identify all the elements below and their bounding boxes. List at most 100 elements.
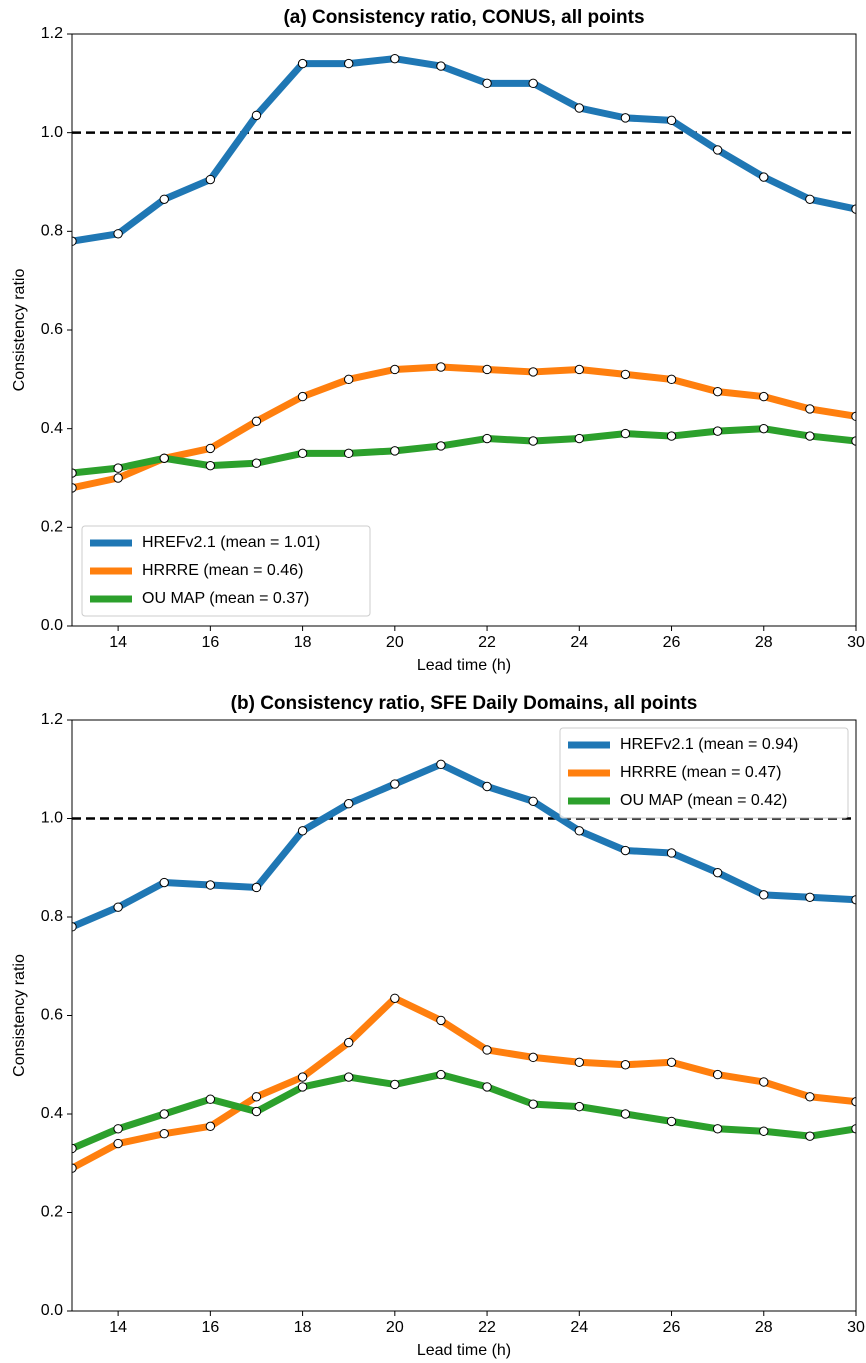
y-tick-label: 0.4 <box>41 420 63 437</box>
point-marker <box>113 229 123 239</box>
point-marker <box>712 386 723 397</box>
y-tick-label: 0.6 <box>41 1007 63 1024</box>
point-marker <box>251 882 262 893</box>
series-line <box>72 55 856 245</box>
x-tick-label: 26 <box>663 634 681 651</box>
x-tick-label: 20 <box>386 634 404 651</box>
legend-label: HREFv2.1 (mean = 1.01) <box>142 534 320 551</box>
point-marker <box>390 364 400 375</box>
x-tick-label: 18 <box>294 1319 312 1336</box>
point-marker <box>574 1057 584 1067</box>
y-tick-label: 1.0 <box>41 810 63 827</box>
point-marker <box>297 1072 308 1082</box>
point-marker <box>759 1126 769 1136</box>
point-marker <box>528 367 538 377</box>
point-marker <box>205 443 216 454</box>
x-tick-label: 30 <box>847 1319 865 1336</box>
point-marker <box>297 1082 308 1092</box>
point-marker <box>666 431 677 441</box>
point-marker <box>159 1129 169 1139</box>
y-tick-label: 0.8 <box>41 223 63 240</box>
point-marker <box>251 416 262 426</box>
point-marker <box>712 1069 723 1080</box>
point-marker <box>113 902 123 912</box>
x-tick-label: 14 <box>109 1319 127 1336</box>
point-marker <box>805 404 815 414</box>
point-marker <box>805 1092 815 1102</box>
point-marker <box>390 53 400 64</box>
point-marker <box>205 174 216 185</box>
point-marker <box>482 78 492 89</box>
point-marker <box>620 428 631 439</box>
point-marker <box>666 1116 677 1127</box>
point-marker <box>113 1124 123 1134</box>
y-tick-label: 0.8 <box>41 908 63 925</box>
point-marker <box>297 391 308 402</box>
point-marker <box>574 1101 584 1112</box>
y-tick-label: 0.0 <box>41 617 63 634</box>
point-marker <box>159 1109 169 1119</box>
x-tick-label: 14 <box>109 634 127 651</box>
y-axis-label: Consistency ratio <box>11 954 28 1077</box>
y-tick-label: 0.2 <box>41 1204 63 1221</box>
point-marker <box>574 364 584 375</box>
x-tick-label: 30 <box>847 634 865 651</box>
point-marker <box>528 78 538 89</box>
x-tick-label: 22 <box>478 1319 496 1336</box>
point-marker <box>205 1121 216 1132</box>
point-marker <box>344 799 354 809</box>
chart-title: (a) Consistency ratio, CONUS, all points <box>283 7 644 28</box>
point-marker <box>528 1099 538 1109</box>
series-line <box>72 994 856 1172</box>
legend-box <box>559 727 849 819</box>
chart: (a) Consistency ratio, CONUS, all points… <box>11 7 865 674</box>
plot <box>72 53 856 493</box>
point-marker <box>759 890 769 900</box>
point-marker <box>805 431 815 441</box>
point-marker <box>113 1138 123 1149</box>
plot-frame <box>71 33 857 627</box>
point-marker <box>528 436 538 446</box>
x-tick-label: 28 <box>755 634 773 651</box>
y-tick-label: 1.2 <box>41 25 63 42</box>
point-marker <box>159 453 169 463</box>
point-marker <box>390 779 400 789</box>
point-marker <box>805 194 815 204</box>
point-marker <box>805 892 815 902</box>
x-tick-label: 18 <box>294 634 312 651</box>
legend-label: OU MAP (mean = 0.37) <box>142 590 309 607</box>
point-marker <box>344 448 354 459</box>
point-marker <box>436 61 446 71</box>
point-marker <box>436 1015 446 1026</box>
plot-frame <box>71 719 857 1312</box>
point-marker <box>344 1072 354 1082</box>
series-line <box>72 363 856 492</box>
y-tick-label: 1.2 <box>41 711 63 728</box>
y-axis-label: Consistency ratio <box>11 269 28 392</box>
point-marker <box>620 1060 631 1070</box>
point-marker <box>390 993 400 1003</box>
series-line <box>72 1071 856 1152</box>
point-marker <box>712 426 723 436</box>
x-axis-label: Lead time (h) <box>417 1342 511 1359</box>
point-marker <box>712 867 723 878</box>
point-marker <box>390 1079 400 1090</box>
legend-label: HREFv2.1 (mean = 0.94) <box>620 736 798 753</box>
series-line <box>72 760 856 931</box>
point-marker <box>159 877 169 888</box>
chart-title: (b) Consistency ratio, SFE Daily Domains… <box>231 693 698 714</box>
point-marker <box>297 58 308 69</box>
point-marker <box>759 1077 769 1087</box>
point-marker <box>251 1106 262 1117</box>
x-tick-label: 22 <box>478 634 496 651</box>
y-tick-label: 0.6 <box>41 321 63 338</box>
point-marker <box>297 826 308 836</box>
point-marker <box>251 458 262 468</box>
y-tick-label: 0.4 <box>41 1105 63 1122</box>
point-marker <box>620 845 631 856</box>
point-marker <box>574 103 584 113</box>
point-marker <box>390 446 400 456</box>
point-marker <box>297 448 308 459</box>
point-marker <box>620 369 631 380</box>
point-marker <box>205 460 216 471</box>
